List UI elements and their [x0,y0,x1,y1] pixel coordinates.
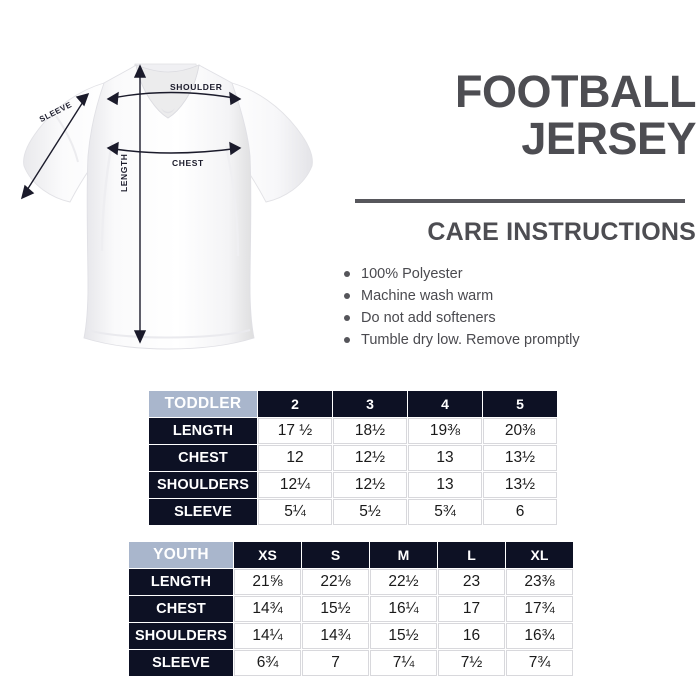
care-instructions-heading: CARE INSTRUCTIONS [427,218,696,246]
measure-cell: 17¾ [506,596,573,622]
jersey-fold-right [224,145,240,257]
row-label: CHEST [149,445,257,471]
list-item: 100% Polyester [344,263,700,285]
size-header: XS [234,542,301,568]
size-header: 2 [258,391,332,417]
bullet-icon [344,315,350,321]
youth-size-table: YOUTH XS S M L XL LENGTH 21⅝ 22⅛ 22½ 23 … [128,541,574,677]
bullet-icon [344,293,350,299]
measure-cell: 23⅜ [506,569,573,595]
measure-cell: 13 [408,445,482,471]
size-header: 4 [408,391,482,417]
measure-cell: 12 [258,445,332,471]
title-line-2: JERSEY [521,113,696,164]
measure-cell: 5½ [333,499,407,525]
measure-cell: 5¾ [408,499,482,525]
jersey-hem [87,329,251,339]
size-header: XL [506,542,573,568]
jersey-left-sleeve [23,82,113,203]
measure-cell: 17 ½ [258,418,332,444]
measure-cell: 18½ [333,418,407,444]
jersey-fold-left [100,141,114,252]
table-row: SLEEVE 5¼ 5½ 5¾ 6 [149,499,557,525]
size-header: S [302,542,369,568]
measure-cell: 5¼ [258,499,332,525]
table-row: SHOULDERS 12¼ 12½ 13 13½ [149,472,557,498]
care-instructions-list: 100% Polyester Machine wash warm Do not … [344,263,700,351]
list-item: Machine wash warm [344,285,700,307]
measure-cell: 17 [438,596,505,622]
toddler-corner-label: TODDLER [149,391,257,417]
table-row: CHEST 14¾ 15½ 16¼ 17 17¾ [129,596,573,622]
care-item-text: Machine wash warm [361,288,494,304]
measure-cell: 6 [483,499,557,525]
measure-cell: 14¾ [234,596,301,622]
jersey-fold-sleeve-left [55,115,79,163]
care-item-text: Do not add softeners [361,310,496,326]
measure-cell: 7¼ [370,650,437,676]
jersey-illustration-svg [20,63,313,350]
row-label: LENGTH [129,569,233,595]
jersey-neck-knot [161,108,175,114]
jersey-v-neck [135,64,200,119]
measure-cell: 16¼ [370,596,437,622]
size-header: L [438,542,505,568]
size-header: 5 [483,391,557,417]
chest-measure-label: CHEST [172,158,204,168]
measure-cell: 15½ [370,623,437,649]
care-item-text: Tumble dry low. Remove promptly [361,332,580,348]
toddler-size-table: TODDLER 2 3 4 5 LENGTH 17 ½ 18½ 19⅜ 20⅜ … [148,390,558,526]
size-header: M [370,542,437,568]
measure-cell: 7¾ [506,650,573,676]
list-item: Tumble dry low. Remove promptly [344,329,700,351]
table-row: SLEEVE 6¾ 7 7¼ 7½ 7¾ [129,650,573,676]
shoulder-measure-label: SHOULDER [170,82,223,92]
row-label: LENGTH [149,418,257,444]
row-label: SHOULDERS [129,623,233,649]
measure-cell: 15½ [302,596,369,622]
measure-cell: 21⅝ [234,569,301,595]
row-label: SLEEVE [149,499,257,525]
measure-cell: 6¾ [234,650,301,676]
measure-cell: 22½ [370,569,437,595]
length-measure-label: LENGTH [119,153,129,192]
measure-cell: 7 [302,650,369,676]
measurement-arrows [20,64,242,344]
measure-cell: 16 [438,623,505,649]
bullet-icon [344,337,350,343]
table-row: LENGTH 17 ½ 18½ 19⅜ 20⅜ [149,418,557,444]
list-item: Do not add softeners [344,307,700,329]
measure-cell: 12¼ [258,472,332,498]
title-line-1: FOOTBALL [455,66,696,117]
table-row: CHEST 12 12½ 13 13½ [149,445,557,471]
bullet-icon [344,271,350,277]
measure-cell: 22⅛ [302,569,369,595]
measure-cell: 7½ [438,650,505,676]
measure-cell: 16¾ [506,623,573,649]
measure-cell: 14¼ [234,623,301,649]
measure-cell: 19⅜ [408,418,482,444]
measure-cell: 12½ [333,472,407,498]
table-header-row: TODDLER 2 3 4 5 [149,391,557,417]
size-header: 3 [333,391,407,417]
measure-cell: 13½ [483,445,557,471]
jersey-diagram: SHOULDER CHEST LENGTH SLEEVE [0,46,345,386]
row-label: SLEEVE [129,650,233,676]
measure-cell: 23 [438,569,505,595]
measure-cell: 20⅜ [483,418,557,444]
row-label: CHEST [129,596,233,622]
title-divider [355,199,685,203]
care-item-text: 100% Polyester [361,266,463,282]
youth-corner-label: YOUTH [129,542,233,568]
measure-cell: 14¾ [302,623,369,649]
measure-cell: 13 [408,472,482,498]
table-row: LENGTH 21⅝ 22⅛ 22½ 23 23⅜ [129,569,573,595]
page-title: FOOTBALL JERSEY [352,68,696,162]
table-row: SHOULDERS 14¼ 14¾ 15½ 16 16¾ [129,623,573,649]
measure-cell: 12½ [333,445,407,471]
measure-cell: 13½ [483,472,557,498]
table-header-row: YOUTH XS S M L XL [129,542,573,568]
row-label: SHOULDERS [149,472,257,498]
